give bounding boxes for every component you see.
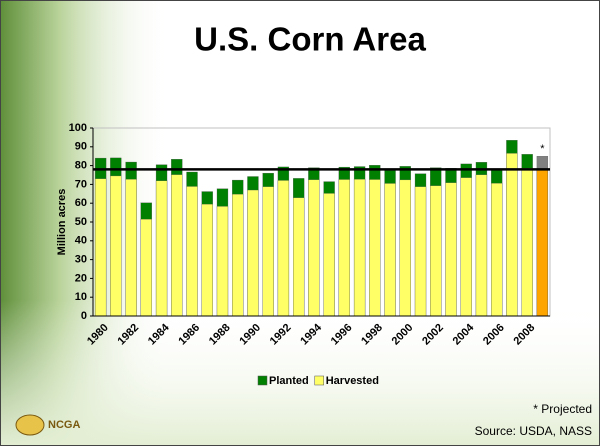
bar-harvested (430, 185, 442, 317)
footnote: * Projected (533, 402, 592, 416)
bar-harvested (506, 153, 518, 317)
bar-harvested (140, 219, 152, 317)
y-tick-label: 10 (75, 291, 87, 303)
y-axis-title: Million acres (56, 189, 68, 256)
bar-harvested (201, 203, 213, 317)
bar-harvested (399, 179, 411, 317)
y-tick-label: 0 (81, 310, 87, 322)
bar-harvested (277, 180, 290, 317)
bar-harvested (536, 170, 549, 317)
bar-harvested (491, 183, 503, 317)
y-tick-label: 60 (75, 197, 87, 209)
bar-harvested (460, 177, 472, 317)
logo: NCGA (15, 414, 80, 436)
y-tick-label: 90 (75, 141, 87, 153)
bar-harvested (323, 193, 335, 317)
bar-harvested (125, 179, 137, 317)
legend-swatch (257, 375, 268, 386)
y-tick-label: 40 (75, 235, 87, 247)
bar-harvested (247, 189, 259, 317)
bar-harvested (369, 179, 381, 317)
bar-harvested (110, 175, 122, 317)
bottom-decoration (0, 300, 600, 446)
y-tick-label: 30 (75, 254, 87, 266)
bar-harvested (232, 194, 244, 317)
bar-harvested (475, 174, 488, 317)
bar-harvested (353, 179, 366, 317)
bar-harvested (338, 179, 350, 317)
bar-harvested (155, 180, 168, 317)
legend-label: Harvested (326, 375, 379, 387)
logo-emblem (15, 414, 45, 436)
y-tick-label: 70 (75, 178, 87, 190)
bar-harvested (384, 183, 396, 317)
projected-marker: * (540, 143, 545, 155)
bar-harvested (521, 168, 533, 317)
logo-text: NCGA (48, 419, 80, 431)
y-tick-label: 50 (75, 216, 87, 228)
legend-label: Planted (269, 375, 309, 387)
bar-harvested (262, 186, 274, 317)
bar-harvested (414, 186, 427, 317)
bar-harvested (171, 174, 183, 317)
bar-harvested (445, 182, 457, 317)
source: Source: USDA, NASS (475, 424, 592, 438)
bar-harvested (293, 197, 305, 317)
bar-harvested (186, 186, 198, 317)
bar-harvested (216, 206, 229, 317)
y-tick-label: 80 (75, 160, 87, 172)
legend-swatch (314, 375, 324, 386)
bar-harvested (94, 178, 107, 317)
y-tick-label: 20 (75, 272, 87, 284)
chart-title: U.S. Corn Area (194, 21, 426, 58)
bar-harvested (308, 179, 320, 317)
y-tick-label: 100 (69, 122, 87, 134)
